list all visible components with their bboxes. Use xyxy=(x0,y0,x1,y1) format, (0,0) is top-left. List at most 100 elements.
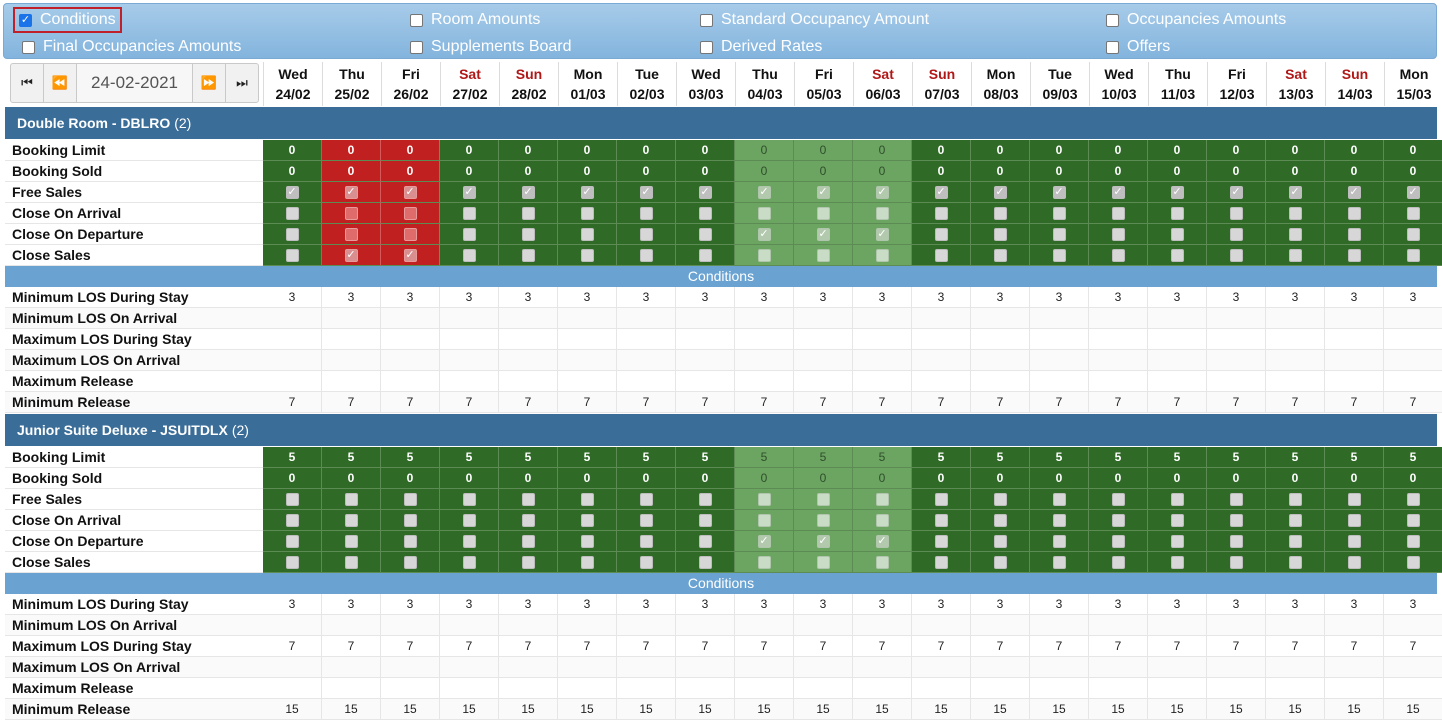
unchecked-box-icon[interactable] xyxy=(1347,248,1361,262)
unchecked-box-icon[interactable] xyxy=(639,206,653,220)
value-cell[interactable]: 0 xyxy=(440,468,499,489)
value-cell[interactable]: 0 xyxy=(971,140,1030,161)
unchecked-box-icon[interactable] xyxy=(934,492,948,506)
value-cell[interactable]: 0 xyxy=(322,140,381,161)
condition-cell[interactable] xyxy=(1207,371,1266,392)
unchecked-box-icon[interactable] xyxy=(403,492,417,506)
unchecked-box-icon[interactable] xyxy=(1406,248,1420,262)
condition-cell[interactable]: 7 xyxy=(1384,636,1442,657)
unchecked-box-icon[interactable] xyxy=(1347,227,1361,241)
unchecked-box-icon[interactable] xyxy=(934,248,948,262)
condition-cell[interactable] xyxy=(1266,615,1325,636)
unchecked-box-icon[interactable] xyxy=(698,555,712,569)
unchecked-box-icon[interactable] xyxy=(462,248,476,262)
condition-cell[interactable]: 3 xyxy=(1384,287,1442,308)
condition-cell[interactable] xyxy=(1089,657,1148,678)
condition-cell[interactable]: 7 xyxy=(1030,636,1089,657)
unchecked-box-icon[interactable] xyxy=(1111,534,1125,548)
unchecked-box-icon[interactable] xyxy=(580,492,594,506)
checked-box-icon[interactable]: ✓ xyxy=(757,185,771,199)
condition-cell[interactable] xyxy=(971,308,1030,329)
value-cell[interactable]: 0 xyxy=(912,140,971,161)
condition-cell[interactable]: 3 xyxy=(794,287,853,308)
unchecked-box-icon[interactable] xyxy=(1111,227,1125,241)
value-cell[interactable]: 0 xyxy=(1207,140,1266,161)
unchecked-box-icon[interactable] xyxy=(344,534,358,548)
condition-cell[interactable]: 3 xyxy=(1148,594,1207,615)
unchecked-box-icon[interactable] xyxy=(1111,206,1125,220)
condition-cell[interactable]: 3 xyxy=(1325,287,1384,308)
condition-cell[interactable]: 3 xyxy=(794,594,853,615)
condition-cell[interactable] xyxy=(971,371,1030,392)
condition-cell[interactable] xyxy=(971,350,1030,371)
condition-cell[interactable] xyxy=(440,350,499,371)
condition-cell[interactable] xyxy=(322,678,381,699)
value-cell[interactable]: 0 xyxy=(794,140,853,161)
condition-cell[interactable] xyxy=(1030,329,1089,350)
condition-cell[interactable] xyxy=(1325,350,1384,371)
option-conditions[interactable]: ✓ Conditions xyxy=(13,7,122,33)
checked-box-icon[interactable]: ✓ xyxy=(285,185,299,199)
unchecked-box-icon[interactable] xyxy=(698,206,712,220)
value-cell[interactable]: 0 xyxy=(853,468,912,489)
unchecked-box-icon[interactable] xyxy=(1111,248,1125,262)
checked-box-icon[interactable]: ✓ xyxy=(993,185,1007,199)
unchecked-box-icon[interactable] xyxy=(1170,555,1184,569)
condition-cell[interactable] xyxy=(1207,678,1266,699)
checked-box-icon[interactable]: ✓ xyxy=(757,534,771,548)
value-cell[interactable]: 0 xyxy=(381,161,440,182)
value-cell[interactable]: 0 xyxy=(676,140,735,161)
condition-cell[interactable] xyxy=(263,329,322,350)
condition-cell[interactable] xyxy=(853,615,912,636)
condition-cell[interactable]: 3 xyxy=(322,287,381,308)
room-section-header[interactable]: Junior Suite Deluxe - JSUITDLX (2) xyxy=(5,414,1437,446)
checkbox-icon[interactable] xyxy=(410,40,423,54)
condition-cell[interactable] xyxy=(912,350,971,371)
condition-cell[interactable] xyxy=(1266,678,1325,699)
value-cell[interactable]: 5 xyxy=(1384,447,1442,468)
value-cell[interactable]: 0 xyxy=(853,161,912,182)
value-cell[interactable]: 0 xyxy=(853,140,912,161)
condition-cell[interactable] xyxy=(440,371,499,392)
condition-cell[interactable]: 3 xyxy=(1030,287,1089,308)
value-cell[interactable]: 5 xyxy=(263,447,322,468)
checkbox-icon[interactable] xyxy=(700,13,713,27)
unchecked-box-icon[interactable] xyxy=(1052,534,1066,548)
condition-cell[interactable] xyxy=(1325,371,1384,392)
unchecked-box-icon[interactable] xyxy=(639,492,653,506)
condition-cell[interactable] xyxy=(617,371,676,392)
condition-cell[interactable]: 3 xyxy=(381,287,440,308)
unchecked-box-icon[interactable] xyxy=(993,513,1007,527)
checked-box-icon[interactable]: ✓ xyxy=(875,185,889,199)
unchecked-box-icon[interactable] xyxy=(816,248,830,262)
value-cell[interactable]: 0 xyxy=(1148,140,1207,161)
value-cell[interactable]: 0 xyxy=(1148,161,1207,182)
condition-cell[interactable] xyxy=(263,308,322,329)
condition-cell[interactable]: 3 xyxy=(1325,594,1384,615)
unchecked-box-icon[interactable] xyxy=(285,227,299,241)
condition-cell[interactable]: 15 xyxy=(794,699,853,720)
room-section-header[interactable]: Double Room - DBLRO (2) xyxy=(5,107,1437,139)
unchecked-box-icon[interactable] xyxy=(1170,513,1184,527)
condition-cell[interactable] xyxy=(971,615,1030,636)
condition-cell[interactable] xyxy=(322,615,381,636)
condition-cell[interactable]: 7 xyxy=(381,392,440,413)
condition-cell[interactable] xyxy=(558,657,617,678)
condition-cell[interactable] xyxy=(499,678,558,699)
unchecked-box-icon[interactable] xyxy=(993,227,1007,241)
condition-cell[interactable]: 7 xyxy=(853,392,912,413)
condition-cell[interactable] xyxy=(735,615,794,636)
condition-cell[interactable] xyxy=(971,657,1030,678)
checked-box-icon[interactable]: ✓ xyxy=(698,185,712,199)
condition-cell[interactable]: 7 xyxy=(676,636,735,657)
unchecked-box-icon[interactable] xyxy=(462,206,476,220)
value-cell[interactable]: 0 xyxy=(1089,161,1148,182)
condition-cell[interactable] xyxy=(794,329,853,350)
condition-cell[interactable] xyxy=(1384,350,1442,371)
checked-box-icon[interactable]: ✓ xyxy=(875,227,889,241)
condition-cell[interactable]: 3 xyxy=(558,594,617,615)
condition-cell[interactable] xyxy=(263,371,322,392)
unchecked-box-icon[interactable] xyxy=(1347,206,1361,220)
condition-cell[interactable] xyxy=(499,308,558,329)
unchecked-box-icon[interactable] xyxy=(1288,492,1302,506)
